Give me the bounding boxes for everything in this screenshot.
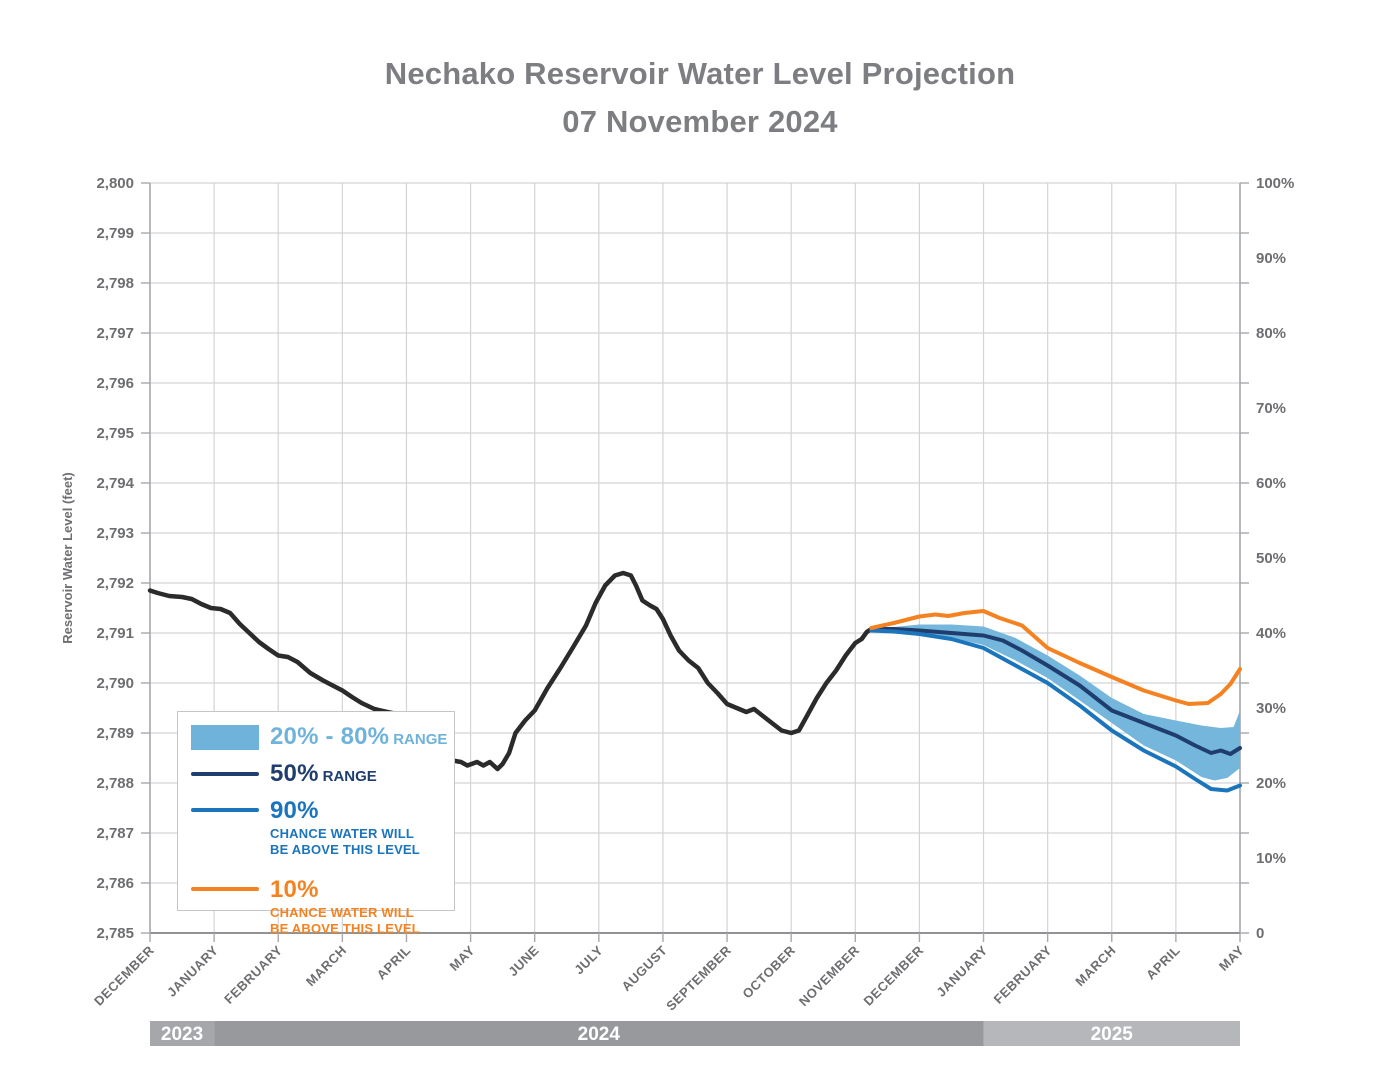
y-axis-right-labels: 100% 90% 80% 70% 60% 50% 40% 30% 20% 10% 0: [1256, 175, 1294, 942]
legend-p90-sub1: CHANCE WATER WILL: [270, 826, 414, 841]
p90-line-swatch: [191, 808, 259, 812]
y-left-tick-label: 2,787: [96, 825, 134, 842]
year-band-label-2023: 2023: [161, 1024, 203, 1045]
year-band-2024: [214, 1021, 984, 1046]
x-tick-label: JANUARY: [933, 943, 990, 1000]
band-20-80: [893, 624, 1240, 781]
legend-median-title: 50%: [270, 760, 319, 787]
y-right-tick-label: 60%: [1256, 475, 1286, 492]
legend-p10-sub2: BE ABOVE THIS LEVEL: [270, 920, 420, 936]
y-axis-left-labels: 2,800 2,799 2,798 2,797 2,796 2,795 2,794 2,793…: [96, 175, 134, 942]
legend: 20% - 80% RANGE 50% RANGE 90% CHANCE WATER…: [177, 711, 455, 936]
y-right-tick-label: 40%: [1256, 625, 1286, 642]
chart-title: Nechako Reservoir Water Level Projection…: [0, 50, 1400, 146]
x-tick-label: NOVEMBER: [796, 942, 863, 1009]
y-left-tick-label: 2,794: [96, 475, 134, 492]
x-tick-label: MARCH: [303, 943, 350, 990]
y-right-tick-label: 50%: [1256, 550, 1286, 567]
y-right-tick-label: 30%: [1256, 700, 1286, 717]
y-left-tick-label: 2,793: [96, 525, 134, 542]
y-right-tick-label: 10%: [1256, 850, 1286, 867]
x-tick-label: FEBRUARY: [221, 943, 285, 1007]
x-tick-label: MAY: [1216, 943, 1247, 974]
y-left-tick-label: 2,789: [96, 725, 134, 742]
legend-p90-title: 90%: [270, 797, 319, 824]
y-right-tick-label: 20%: [1256, 775, 1286, 792]
y-left-tick-label: 2,786: [96, 875, 134, 892]
line-50-percent: [869, 627, 1242, 756]
y-left-tick-label: 2,796: [96, 375, 134, 392]
y-left-tick-label: 2,785: [96, 925, 134, 942]
y-right-tick-label: 100%: [1256, 175, 1294, 192]
year-band-2023: [150, 1021, 215, 1046]
year-band-2025: [983, 1021, 1240, 1046]
y-axis-title: Reservoir Water Level (feet): [60, 472, 75, 643]
x-axis-labels: DECEMBER JANUARY FEBRUARY MARCH APRIL MAY JUNE…: [91, 942, 1247, 1013]
legend-p10-sub1: CHANCE WATER WILL: [270, 904, 414, 920]
history-line: [147, 570, 874, 772]
year-band-label-2024: 2024: [578, 1024, 621, 1045]
legend-row-band: 20% - 80% RANGE: [191, 723, 454, 751]
y-left-tick-label: 2,795: [96, 425, 134, 442]
legend-row-p90: 90% CHANCE WATER WILL BE ABOVE THIS LEVEL: [191, 797, 454, 859]
median-line-swatch: [191, 772, 259, 776]
line-90-percent: [869, 628, 1242, 793]
x-tick-label: DECEMBER: [91, 942, 157, 1008]
y-left-tick-label: 2,792: [96, 575, 134, 592]
year-band-label-2025: 2025: [1091, 1024, 1134, 1045]
y-right-tick-label: 70%: [1256, 400, 1286, 417]
x-tick-label: MAY: [446, 943, 477, 974]
legend-p90-sub2: BE ABOVE THIS LEVEL: [270, 842, 420, 858]
year-bands: 2023 2024 2025: [150, 1021, 1240, 1046]
y-left-tick-label: 2,800: [96, 175, 134, 192]
x-tick-label: OCTOBER: [739, 942, 798, 1001]
legend-band-suffix: RANGE: [393, 731, 448, 748]
x-tick-label: APRIL: [1143, 943, 1183, 983]
x-tick-label: MARCH: [1072, 943, 1119, 990]
x-tick-label: JUNE: [505, 943, 542, 980]
y-left-tick-label: 2,788: [96, 775, 134, 792]
x-tick-label: FEBRUARY: [991, 943, 1055, 1007]
legend-row-p10: 10% CHANCE WATER WILL BE ABOVE THIS LEVEL: [191, 876, 454, 938]
x-tick-label: SEPTEMBER: [663, 942, 734, 1013]
y-right-tick-label: 90%: [1256, 250, 1286, 267]
legend-band-title: 20% - 80%: [270, 723, 390, 750]
legend-row-median: 50% RANGE: [191, 760, 454, 788]
legend-p10-title: 10%: [270, 875, 319, 903]
chart-title-line1: Nechako Reservoir Water Level Projection: [384, 56, 1016, 91]
x-tick-label: JANUARY: [164, 943, 221, 1000]
x-tick-label: JULY: [571, 943, 606, 978]
line-10-percent: [869, 609, 1242, 706]
y-right-tick-label: 80%: [1256, 325, 1286, 342]
band-swatch: [191, 724, 259, 750]
legend-median-suffix: RANGE: [322, 768, 377, 785]
chart-title-line2: 07 November 2024: [562, 104, 838, 140]
y-left-tick-label: 2,790: [96, 675, 134, 692]
p10-line-swatch: [191, 886, 259, 891]
x-tick-label: AUGUST: [619, 943, 671, 995]
x-tick-label: APRIL: [374, 943, 414, 983]
y-left-tick-label: 2,799: [96, 225, 134, 242]
axes: [141, 182, 1249, 942]
y-right-tick-label: 0: [1256, 925, 1264, 942]
y-left-tick-label: 2,791: [96, 625, 134, 642]
y-left-tick-label: 2,797: [96, 325, 134, 342]
y-left-tick-label: 2,798: [96, 275, 134, 292]
x-tick-label: DECEMBER: [860, 942, 926, 1008]
